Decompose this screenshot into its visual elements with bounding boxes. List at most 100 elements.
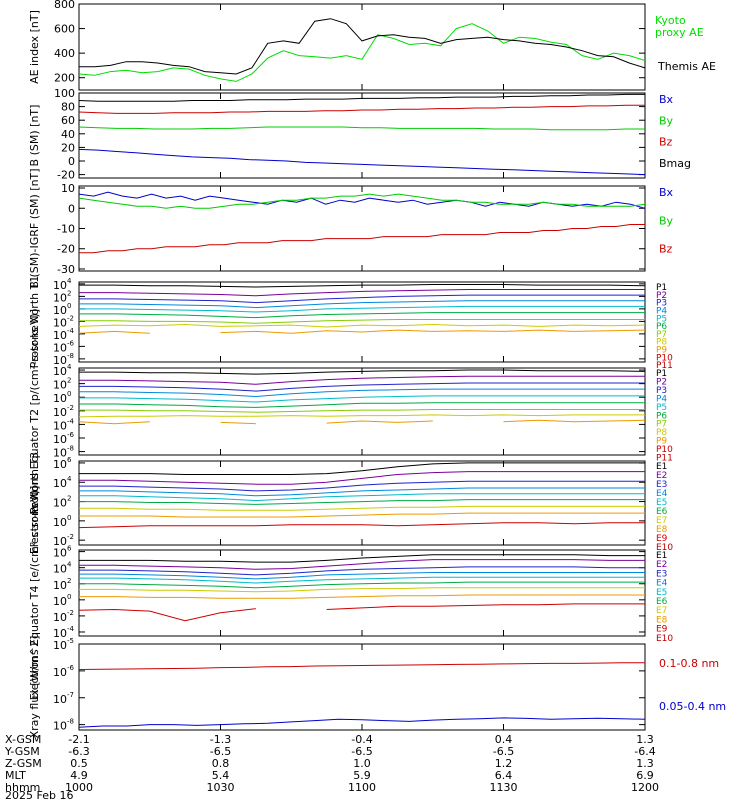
y-tick-label: 10 <box>53 341 67 354</box>
legend-entry: E4 <box>656 579 668 589</box>
legend-entry: P6 <box>656 322 667 332</box>
legend-entry: E10 <box>656 634 673 644</box>
y-tick-label: 10 <box>53 535 67 548</box>
orbit-table-cell: 0.8 <box>212 757 230 770</box>
series-line-by <box>78 126 645 131</box>
y-tick-label: 800 <box>54 0 75 11</box>
orbit-table-cell: -6.5 <box>351 745 372 758</box>
legend-entry: P2 <box>656 291 667 301</box>
y-tick-exponent: -8 <box>67 718 74 726</box>
y-tick-label: 100 <box>54 87 75 100</box>
y-tick-exponent: -5 <box>67 637 74 645</box>
y-tick-label: 10 <box>53 563 67 576</box>
legend-entry: E9 <box>656 625 668 635</box>
series-line-p5 <box>79 395 645 403</box>
legend-entry: E9 <box>656 534 668 544</box>
legend-entry: P6 <box>656 411 667 421</box>
y-tick-exponent: -6 <box>67 339 75 347</box>
series-line-e6 <box>79 499 645 505</box>
series-line-by <box>78 193 646 209</box>
orbit-table-cell: -6.4 <box>634 745 655 758</box>
legend-entry: E4 <box>656 489 668 499</box>
legend-entry: Bz <box>659 243 673 256</box>
legend-entry: By <box>659 214 674 227</box>
orbit-table-cell: -1.3 <box>210 733 231 746</box>
legend-entry: By <box>659 114 674 127</box>
series-line-e5 <box>79 493 645 502</box>
y-tick-exponent: 2 <box>67 377 71 385</box>
series-line-p9 <box>78 329 646 334</box>
series-line-p1 <box>79 284 646 288</box>
y-tick-label: 60 <box>61 114 75 127</box>
orbit-table-cell: 0.5 <box>70 757 88 770</box>
series-line-p7 <box>79 409 645 413</box>
y-tick-exponent: 6 <box>67 456 72 464</box>
y-tick-label: 10 <box>53 365 67 378</box>
y-tick-exponent: 0 <box>67 390 71 398</box>
y-tick-exponent: 4 <box>67 561 72 569</box>
orbit-row-label: Z-GSM <box>5 757 42 770</box>
y-tick-exponent: -2 <box>67 404 74 412</box>
y-tick-label: 10 <box>53 547 67 560</box>
orbit-table-cell: -6.5 <box>210 745 231 758</box>
series-line-e8 <box>79 512 645 518</box>
series-line-e1 <box>79 554 645 563</box>
legend-entry: E7 <box>656 516 667 526</box>
orbit-table-cell: 1.3 <box>636 757 654 770</box>
orbit-table-cell: 1130 <box>490 781 518 794</box>
legend-entry: Bx <box>659 186 674 199</box>
series-line-p5 <box>79 305 645 313</box>
legend-entry: Themis AE <box>657 60 716 73</box>
orbit-table-cell: 1100 <box>348 781 376 794</box>
orbit-table-cell: -6.5 <box>493 745 514 758</box>
legend-entry: Bx <box>659 93 674 106</box>
y-tick-label: 10 <box>53 354 67 367</box>
y-tick-label: 10 <box>53 304 67 317</box>
y-tick-exponent: -7 <box>67 691 74 699</box>
y-tick-exponent: 2 <box>67 289 71 297</box>
orbit-row-label: X-GSM <box>5 733 41 746</box>
orbit-row-label: Y-GSM <box>4 745 40 758</box>
legend-entry: E5 <box>656 588 667 598</box>
legend-entry: P5 <box>656 314 667 324</box>
legend-entry: P11 <box>656 454 673 464</box>
legend-entry: E2 <box>656 471 667 481</box>
series-line-e5 <box>79 576 645 584</box>
series-line-e9 <box>78 522 645 529</box>
orbit-table-cell: -2.1 <box>68 733 89 746</box>
series-line-kyoto-proxy-ae <box>78 23 646 82</box>
orbit-table-cell: 4.9 <box>70 769 88 782</box>
y-tick-exponent: 0 <box>67 514 71 522</box>
legend-entry: P9 <box>656 437 667 447</box>
series-line-e4 <box>79 487 645 497</box>
legend-entry: E6 <box>656 507 668 517</box>
series-line-p7 <box>79 319 645 324</box>
y-tick-label: -30 <box>57 263 75 276</box>
y-tick-label: 10 <box>53 458 67 471</box>
orbit-table-cell: 1000 <box>65 781 93 794</box>
legend-entry: E8 <box>656 615 668 625</box>
y-tick-exponent: 0 <box>67 302 71 310</box>
legend-entry: E5 <box>656 498 667 508</box>
y-tick-label: -20 <box>57 169 75 182</box>
legend-entry: P1 <box>656 283 667 293</box>
legend-entry: 0.05-0.4 nm <box>659 700 726 713</box>
y-tick-label: 10 <box>53 720 67 733</box>
series-line-p4 <box>79 388 645 398</box>
legend-entry: P5 <box>656 403 667 413</box>
series-line-bmag <box>78 93 645 102</box>
legend-entry: 0.1-0.8 nm <box>659 657 719 670</box>
panel-frame <box>78 185 646 272</box>
legend-entry: P4 <box>656 394 667 404</box>
orbit-table-cell: 1030 <box>207 781 235 794</box>
series-line-e9 <box>78 603 645 622</box>
orbit-table-cell: 0.4 <box>495 733 513 746</box>
series-line-e2 <box>79 559 645 570</box>
series-line-bx <box>78 148 646 176</box>
orbit-table-cell: 1.2 <box>495 757 513 770</box>
y-tick-exponent: -6 <box>67 431 75 439</box>
legend-entry: E8 <box>656 525 668 535</box>
series-line-bx <box>78 191 646 209</box>
series-line-bz <box>78 104 645 114</box>
orbit-row-label: MLT <box>5 769 26 782</box>
